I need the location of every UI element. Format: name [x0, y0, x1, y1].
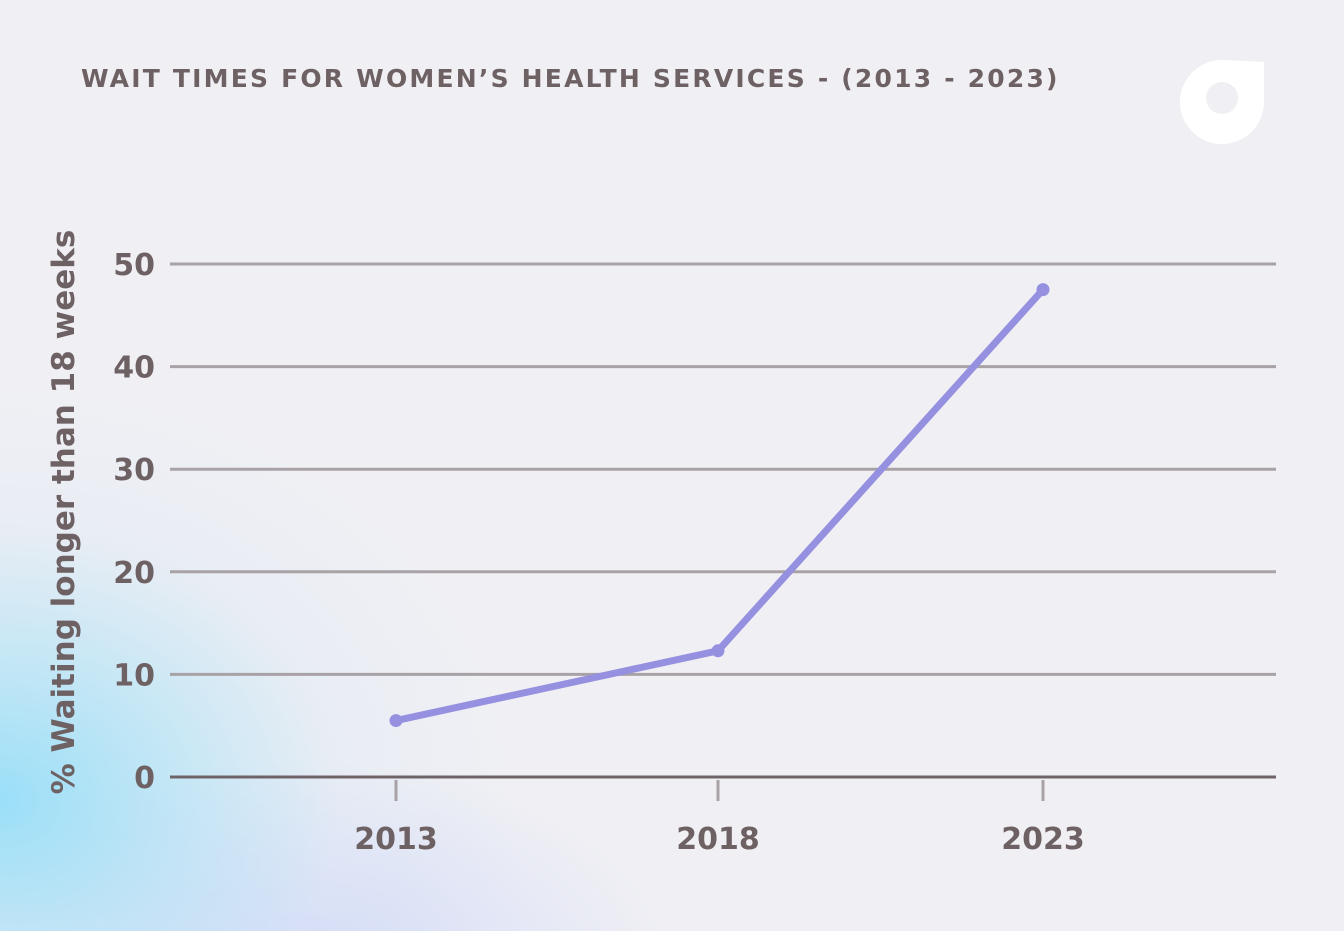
- x-tick-label-2018: 2018: [676, 822, 760, 857]
- x-tick-label-2013: 2013: [354, 822, 438, 857]
- chart-title: WAIT TIMES FOR WOMEN’S HEALTH SERVICES -…: [81, 64, 1060, 93]
- data-point-2013: [389, 714, 403, 728]
- data-point-2023: [1036, 283, 1050, 297]
- y-tick-label-10: 10: [113, 658, 155, 693]
- y-tick-label-30: 30: [113, 453, 155, 488]
- y-tick-label-0: 0: [134, 761, 155, 796]
- y-tick-label-20: 20: [113, 556, 155, 591]
- grid-lines: [170, 262, 1276, 779]
- y-axis-label: % Waiting longer than 18 weeks: [46, 230, 82, 795]
- x-tick-label-2023: 2023: [1001, 822, 1085, 857]
- y-tick-label-50: 50: [113, 248, 155, 283]
- series-layer: [389, 283, 1050, 728]
- data-point-2018: [711, 644, 725, 658]
- brand-logo-icon: [1180, 60, 1264, 144]
- axis-ticks: 0 10 20 30 40 50 2013 2018 2023: [113, 248, 1085, 857]
- y-tick-label-40: 40: [113, 351, 155, 386]
